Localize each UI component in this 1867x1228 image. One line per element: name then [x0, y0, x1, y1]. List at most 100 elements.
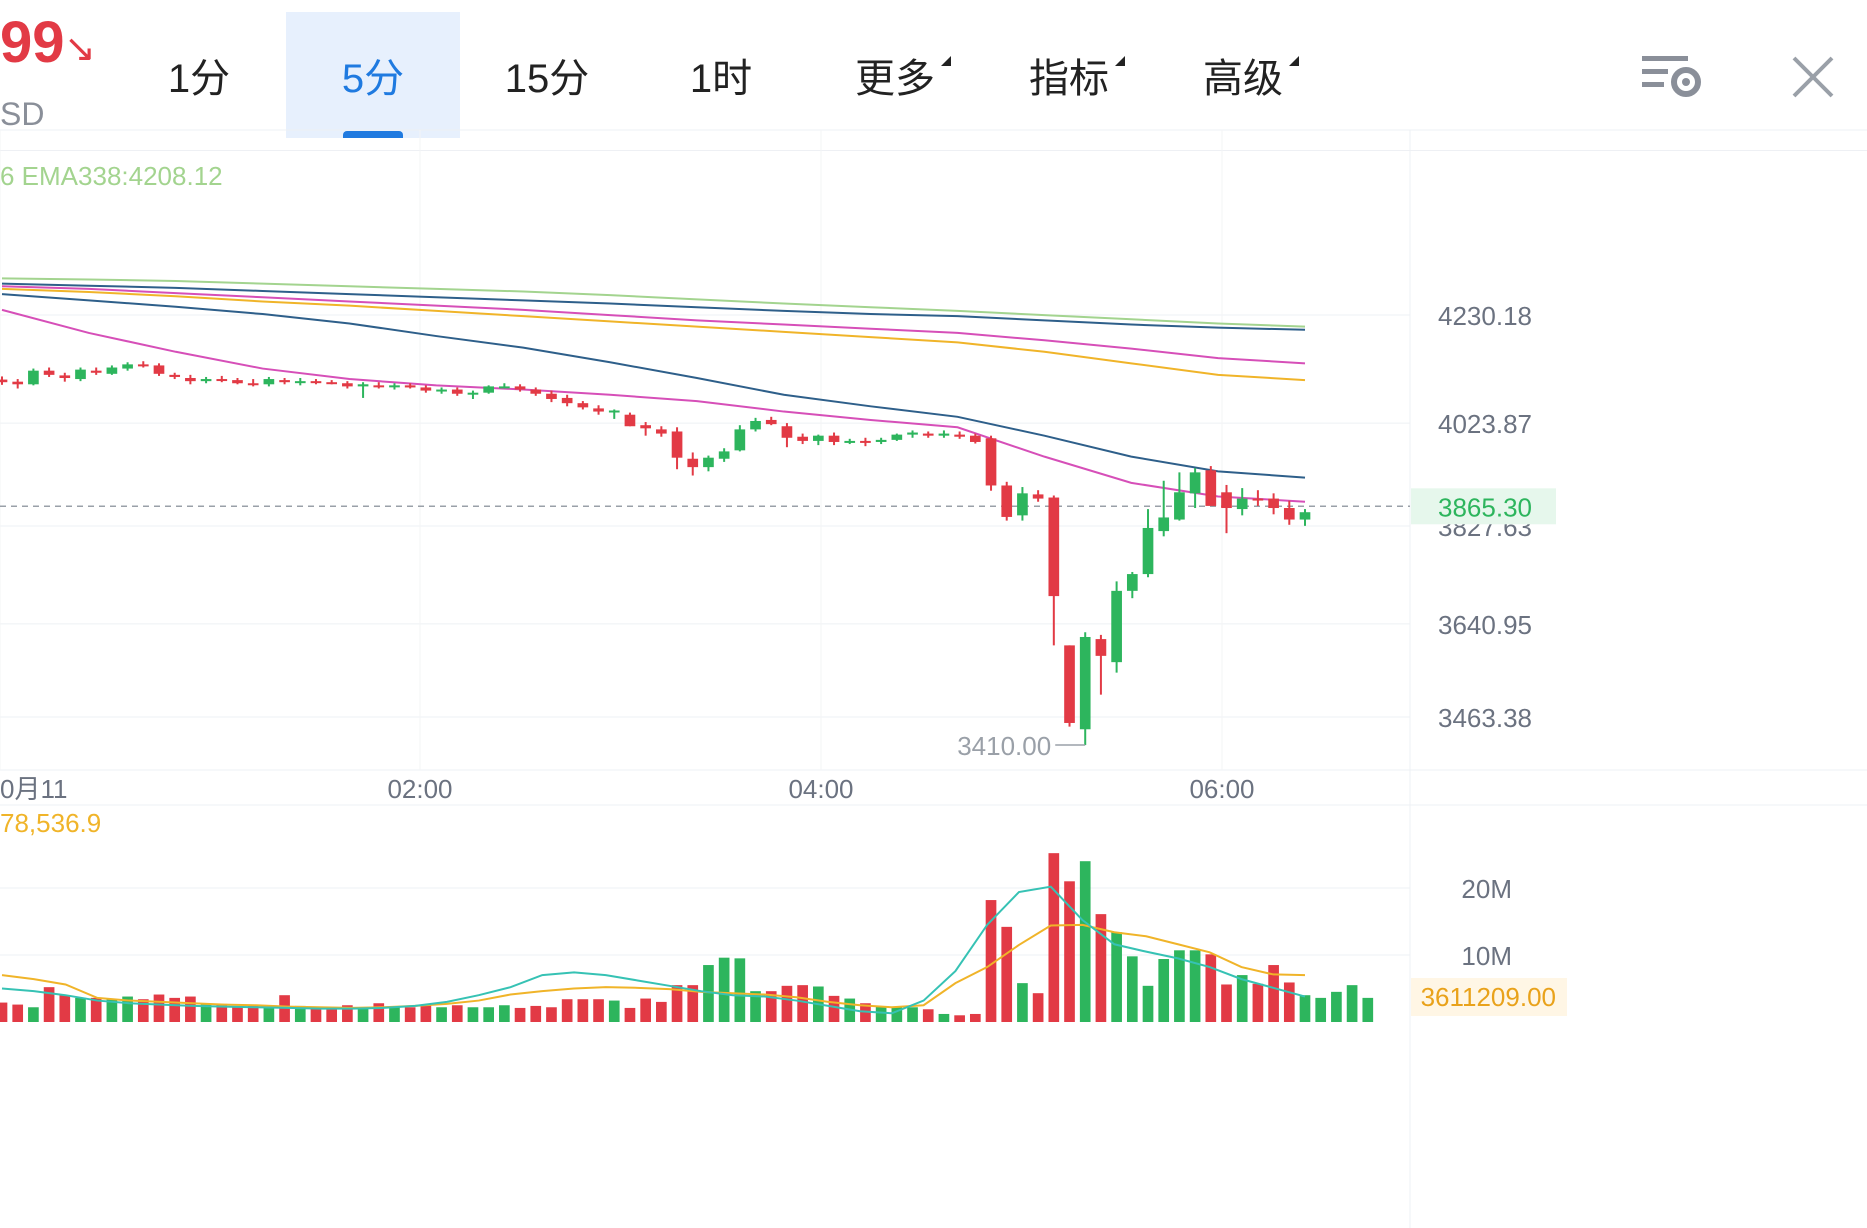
volume-bar [137, 999, 149, 1022]
candle-body [907, 432, 918, 435]
candle-body [1095, 639, 1107, 656]
volume-bar [420, 1005, 432, 1022]
candle-body [1268, 498, 1279, 509]
low-price-label: 3410.00 [957, 731, 1051, 761]
tab-more[interactable]: 更多 [808, 12, 982, 138]
volume-bar [451, 1005, 463, 1022]
candle-body [451, 389, 463, 394]
ema-lines [1, 277, 1306, 503]
volume-bar [734, 958, 746, 1022]
volume-bar [1174, 950, 1185, 1022]
candle-body [671, 431, 683, 458]
candle-body [656, 429, 667, 434]
candle-body [1205, 470, 1217, 506]
candle-body [404, 385, 416, 388]
current-volume-label: 3611209.00 [1421, 982, 1556, 1012]
volume-bar [1126, 956, 1138, 1022]
candle-body [420, 387, 432, 391]
volume-bar [750, 991, 761, 1022]
x-tick-label: 02:00 [387, 774, 452, 804]
volume-bar [1299, 995, 1311, 1022]
volume-legend: 78,536.9 [0, 808, 101, 838]
volume-bar [153, 994, 165, 1022]
volume-bar [263, 1005, 275, 1022]
candle-body [1111, 590, 1122, 663]
candle-body [985, 438, 997, 486]
candle-body [860, 440, 871, 443]
candle-body [561, 397, 573, 404]
toolbar: 99 ↘ SD 1分 5分 15分 1时 更多 指标 高级 [0, 0, 1867, 151]
candle-body [1126, 574, 1138, 591]
close-icon[interactable] [1780, 40, 1850, 110]
volume-bar [59, 995, 71, 1022]
chart-settings-icon[interactable] [1638, 40, 1708, 110]
volume-bar [310, 1007, 322, 1022]
volume-bar [28, 1007, 39, 1022]
candle-body [75, 369, 86, 380]
volume-bar [326, 1007, 338, 1022]
volume-bar [1236, 975, 1248, 1022]
candle-body [797, 436, 808, 441]
volume-bar [1048, 853, 1060, 1022]
volume-bar [1142, 985, 1154, 1022]
candle-body [1221, 492, 1232, 509]
candle-body [608, 410, 620, 413]
volume-bar [169, 997, 181, 1022]
candle-body [1017, 493, 1028, 516]
volume-bar [75, 997, 86, 1022]
tab-advanced[interactable]: 高级 [1156, 12, 1330, 138]
candle-body [0, 379, 8, 383]
candle-body [342, 383, 353, 387]
candle-body [1048, 497, 1060, 597]
current-price-label: 3865.30 [1438, 492, 1532, 522]
candle-body [828, 435, 840, 442]
volume-bar [90, 997, 102, 1022]
volume-y-tick-label: 20M [1461, 874, 1512, 904]
volume-bar [1111, 932, 1122, 1022]
tab-label: 高级 [1203, 57, 1283, 101]
volume-bar [247, 1005, 259, 1022]
y-tick-label: 4230.18 [1438, 301, 1532, 331]
volume-bar [624, 1007, 636, 1022]
candle-body [891, 434, 903, 440]
candle-body [514, 386, 526, 390]
ema-line [1, 282, 1306, 331]
tab-1hour[interactable]: 1时 [634, 12, 808, 138]
volume-bar [1079, 861, 1091, 1022]
candle-body [812, 435, 824, 441]
candle-body [185, 378, 196, 382]
candle-body [1032, 494, 1044, 499]
volume-bar [922, 1009, 934, 1022]
tab-indicators[interactable]: 指标 [982, 12, 1156, 138]
candle-body [106, 367, 118, 374]
tab-label-wrap: 高级 [1203, 46, 1299, 104]
tab-15min[interactable]: 15分 [460, 12, 634, 138]
volume-bar [781, 985, 793, 1022]
volume-bar [656, 1001, 667, 1022]
volume-bar [122, 996, 133, 1022]
candle-body [247, 383, 259, 386]
candle-body [844, 440, 856, 443]
candle-body [90, 370, 102, 373]
candle-body [169, 374, 181, 377]
candle-body [750, 420, 761, 430]
candle-body [640, 425, 651, 429]
symbol-label: SD [0, 96, 45, 132]
candle-body [59, 375, 71, 379]
candle-body [954, 434, 965, 437]
candle-body [1283, 508, 1295, 520]
volume-bar [373, 1003, 385, 1022]
tab-5min[interactable]: 5分 [286, 12, 460, 138]
candle-body [687, 458, 699, 468]
tab-1min[interactable]: 1分 [112, 12, 286, 138]
volume-bar [357, 1007, 369, 1022]
ema-line [1, 308, 1306, 503]
candle-body [200, 379, 212, 382]
candle-body [326, 382, 338, 385]
candle-body [1299, 512, 1311, 520]
volume-bar [12, 1004, 24, 1022]
candle-body [734, 429, 746, 451]
volume-bar [875, 1006, 887, 1022]
volume-bar [436, 1007, 447, 1022]
